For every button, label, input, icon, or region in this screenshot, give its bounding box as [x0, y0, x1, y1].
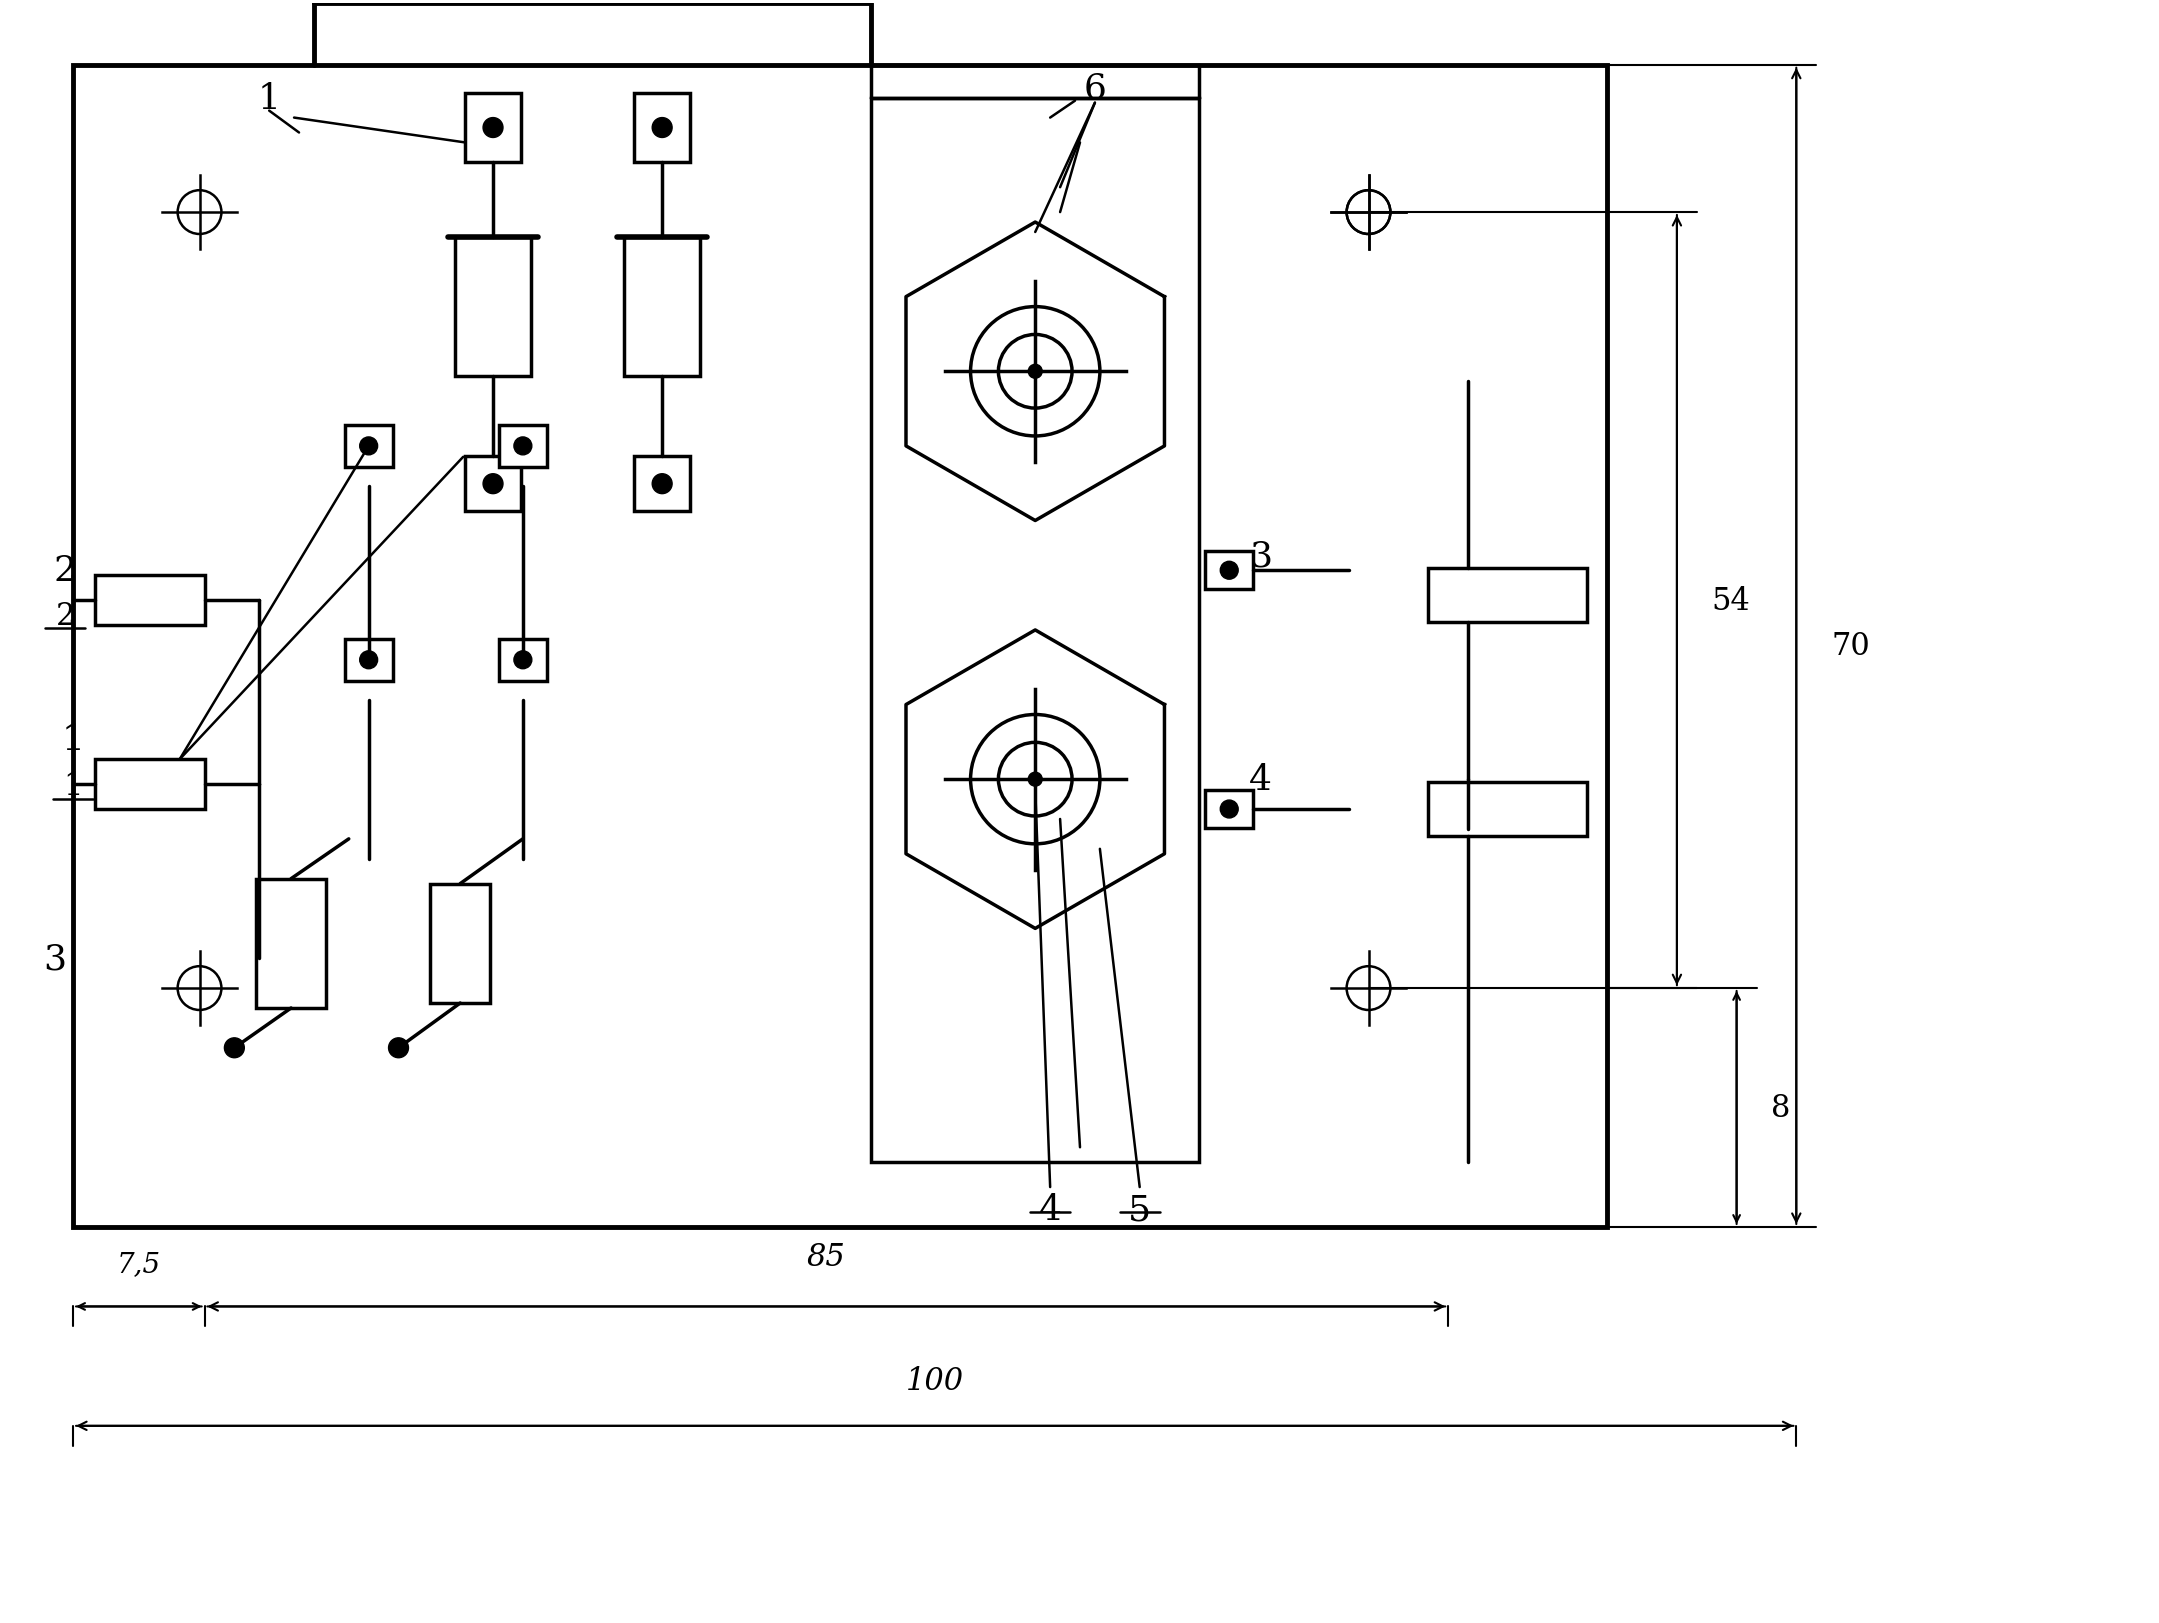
- Bar: [1205, 790, 1252, 828]
- Bar: [464, 94, 520, 164]
- Bar: [499, 425, 546, 467]
- Bar: [499, 639, 546, 682]
- Circle shape: [1028, 773, 1043, 787]
- Text: 2: 2: [54, 553, 78, 588]
- Text: 7,5: 7,5: [117, 1250, 162, 1277]
- Circle shape: [1220, 800, 1237, 818]
- Text: 4: 4: [1250, 763, 1272, 797]
- Text: 1: 1: [257, 81, 281, 115]
- Bar: [345, 425, 393, 467]
- Circle shape: [514, 438, 531, 456]
- Text: 1: 1: [63, 722, 84, 756]
- Circle shape: [389, 1039, 408, 1058]
- Bar: [635, 456, 691, 511]
- Circle shape: [361, 438, 378, 456]
- Bar: [1429, 782, 1587, 836]
- Bar: [1205, 552, 1252, 589]
- Bar: [257, 880, 326, 1008]
- Bar: [345, 639, 393, 682]
- Circle shape: [652, 474, 671, 495]
- Text: 8: 8: [1770, 1092, 1790, 1123]
- Circle shape: [514, 651, 531, 669]
- Bar: [464, 456, 520, 511]
- Text: 1: 1: [63, 771, 82, 802]
- Circle shape: [1028, 365, 1043, 380]
- Bar: [430, 885, 490, 1003]
- Circle shape: [1220, 562, 1237, 579]
- Bar: [624, 239, 700, 377]
- Text: 100: 100: [905, 1365, 963, 1396]
- Text: 4: 4: [1038, 1193, 1062, 1227]
- Bar: [456, 239, 531, 377]
- Text: 5: 5: [1129, 1193, 1151, 1227]
- Circle shape: [225, 1039, 244, 1058]
- Bar: [95, 576, 205, 625]
- Text: 6: 6: [1084, 71, 1105, 105]
- Circle shape: [361, 651, 378, 669]
- Text: 85: 85: [807, 1242, 846, 1272]
- Circle shape: [484, 474, 503, 495]
- Bar: [870, 99, 1200, 1162]
- Circle shape: [652, 118, 671, 138]
- Bar: [1429, 570, 1587, 623]
- Text: 3: 3: [43, 941, 67, 975]
- Text: 70: 70: [1831, 631, 1870, 662]
- Circle shape: [484, 118, 503, 138]
- Text: 54: 54: [1712, 586, 1751, 617]
- Bar: [95, 760, 205, 810]
- Bar: [73, 67, 1606, 1227]
- Text: 3: 3: [1250, 539, 1272, 573]
- Text: 2: 2: [56, 601, 76, 631]
- Bar: [635, 94, 691, 164]
